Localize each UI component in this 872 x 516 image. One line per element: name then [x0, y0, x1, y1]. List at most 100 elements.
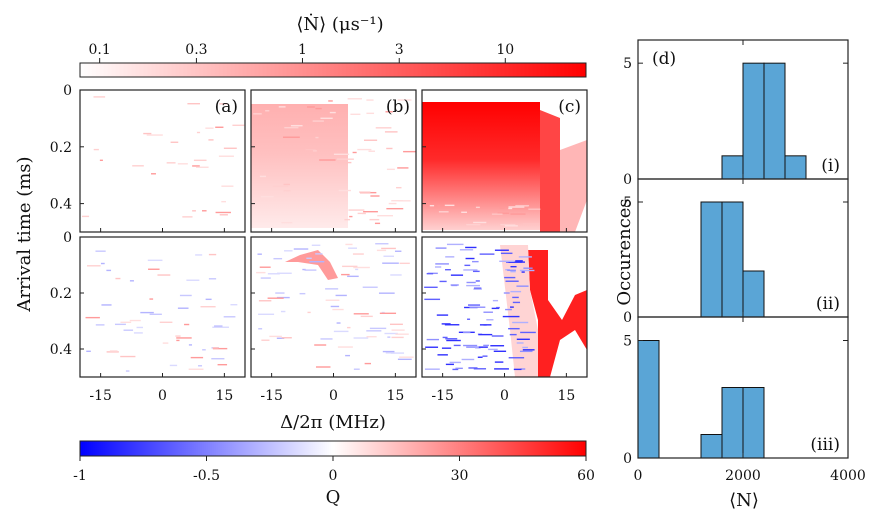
- heatmap-streak: [473, 221, 487, 224]
- heatmap-streak: [478, 333, 493, 336]
- heatmap-streak: [434, 266, 442, 268]
- heatmap-streak: [473, 288, 482, 290]
- heatmap-ylabel: Arrival time (ms): [14, 156, 35, 312]
- heatmap-streak: [369, 327, 387, 330]
- heatmap-streak: [370, 195, 380, 197]
- heatmap-streak: [360, 315, 373, 318]
- heatmap-streak: [437, 354, 448, 356]
- histogram-bar: [700, 434, 723, 459]
- heatmap-streak: [442, 336, 448, 339]
- top-colorbar-tick-label: 0.1: [89, 42, 111, 58]
- heatmap-streak: [212, 347, 219, 349]
- heatmap-streak: [293, 248, 309, 250]
- heatmap-streak: [320, 338, 333, 340]
- heatmap-streak: [384, 131, 398, 133]
- heatmap-streak: [221, 185, 234, 187]
- heatmap-bottom-a-bg: [80, 237, 245, 377]
- heatmap-streak: [230, 304, 238, 306]
- heatmap-streak: [429, 204, 435, 207]
- heatmap-streak: [465, 246, 477, 249]
- heatmap-streak: [315, 253, 323, 255]
- heatmap-ytick-label: 0.2: [50, 140, 72, 156]
- heatmap-streak: [382, 262, 399, 264]
- heatmap-xtick-label: 0: [329, 388, 338, 404]
- heatmap-streak: [390, 352, 405, 354]
- heatmap-ytick-label: 0.4: [50, 342, 72, 358]
- heatmap-streak: [129, 319, 141, 322]
- heatmap-streak: [176, 337, 192, 339]
- heatmap-streak: [396, 186, 402, 189]
- heatmap-streak: [347, 275, 359, 278]
- heatmap-streak: [259, 266, 271, 268]
- heatmap-streak: [391, 200, 404, 202]
- heatmap-streak: [347, 98, 362, 100]
- heatmap-streak: [314, 344, 327, 346]
- heatmap-streak: [390, 274, 402, 276]
- heatmap-streak: [466, 346, 484, 348]
- histogram-label: (iii): [810, 435, 840, 455]
- histogram-bar: [784, 155, 807, 180]
- top-colorbar-bar: [79, 62, 587, 78]
- heatmap-ytick-label: 0: [63, 230, 72, 246]
- heatmap-streak: [258, 328, 263, 330]
- histogram-label: (ii): [816, 294, 840, 314]
- heatmap-streak: [504, 276, 516, 279]
- heatmap-streak: [424, 368, 440, 370]
- heatmap-streak: [398, 200, 411, 202]
- heatmap-streak: [259, 175, 266, 178]
- heatmap-streak: [366, 330, 382, 332]
- heatmap-streak: [205, 298, 212, 301]
- heatmap-streak: [86, 350, 91, 353]
- heatmap-streak: [151, 173, 156, 175]
- heatmap-streak: [510, 213, 526, 215]
- heatmap-streak: [369, 218, 380, 221]
- heatmap-streak: [523, 267, 533, 269]
- heatmap-streak: [455, 367, 463, 370]
- heatmap-streak: [221, 200, 227, 203]
- heatmap-top-b-region: [251, 104, 348, 228]
- heatmap-streak: [149, 298, 154, 300]
- heatmap-streak: [499, 207, 505, 209]
- hist-panel-label: (d): [652, 49, 676, 69]
- heatmap-streak: [277, 272, 292, 274]
- heatmap-streak: [335, 294, 347, 297]
- heatmap-streak: [223, 147, 237, 149]
- heatmap-streak: [146, 134, 163, 136]
- heatmap-streak: [302, 268, 306, 271]
- heatmap-streak: [341, 273, 350, 276]
- heatmap-streak: [272, 185, 289, 187]
- heatmap-streak: [391, 329, 405, 331]
- heatmap-streak: [444, 204, 455, 207]
- heatmap-streak: [215, 126, 224, 128]
- heatmap-streak: [196, 131, 201, 134]
- heatmap-streak: [497, 212, 510, 214]
- heatmap-streak: [195, 254, 203, 256]
- heatmap-streaks: [82, 96, 541, 372]
- heatmap-streak: [425, 346, 439, 348]
- heatmap-streak: [491, 335, 504, 337]
- heatmap-streak: [219, 214, 228, 216]
- heatmap-streak: [232, 124, 245, 127]
- heatmap-streak: [353, 368, 360, 370]
- heatmap-streak: [136, 326, 143, 329]
- heatmap-streak: [488, 348, 498, 351]
- histogram-bar: [721, 155, 744, 180]
- heatmap-streak: [504, 225, 518, 227]
- heatmap-streak: [125, 370, 130, 372]
- heatmap-streak: [377, 215, 393, 217]
- heatmap-streak: [353, 313, 369, 315]
- heatmap-streak: [305, 148, 316, 151]
- heatmap-streak: [386, 168, 395, 171]
- heatmap-streak: [315, 107, 322, 110]
- heatmap-streak: [368, 150, 375, 152]
- heatmap-streak: [520, 368, 526, 370]
- heatmap-xlabel: Δ/2π (MHz): [280, 412, 386, 433]
- heatmap-streak: [345, 243, 353, 246]
- heatmap-streak: [515, 260, 523, 262]
- heatmap-streak: [496, 306, 500, 309]
- bottom-colorbar-tick-label: 30: [451, 468, 469, 484]
- heatmap-streak: [463, 269, 478, 271]
- heatmap-streak: [265, 110, 270, 112]
- heatmap-streak: [359, 191, 371, 193]
- heatmap-streak: [509, 333, 517, 336]
